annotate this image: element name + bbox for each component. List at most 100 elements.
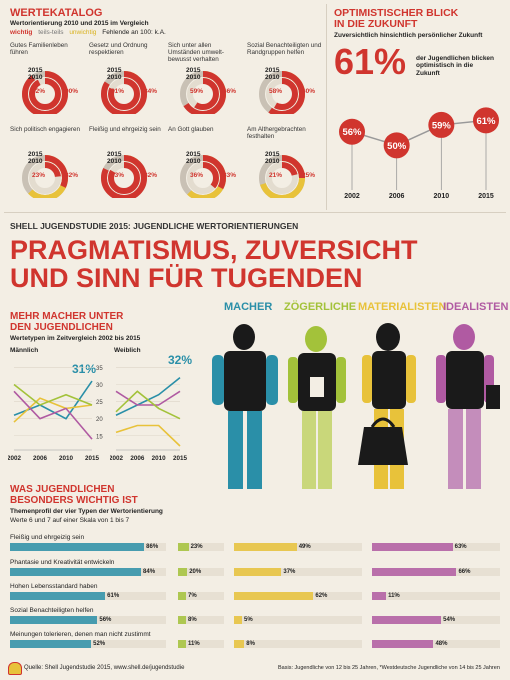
bar [234,640,245,648]
optimism-x-tick: 2015 [478,193,494,200]
wert-value-2015: 25% [302,172,316,179]
wert-year-b: 2010 [265,157,280,165]
bar [372,592,387,600]
wert-label: An Gott glauben [168,126,214,133]
legend-wichtig: wichtig [10,29,33,36]
bar [10,616,98,624]
optimism-x-tick: 2006 [389,193,405,200]
optimism-point [428,111,455,138]
wert-donut [259,155,305,198]
types-x-tick: 2015 [85,455,100,462]
bar-value-label: 11% [388,593,400,599]
donut-wichtig-2010 [266,78,298,110]
materialisten-figure [358,323,416,489]
wert-years: 2015 2010 [186,151,201,166]
wert-donut [101,155,147,198]
donut-wichtig-2010 [108,162,140,194]
optimismus-big-text: der Jugendlichen blicken optimistisch in… [416,55,495,77]
figures-illustration [212,323,500,489]
wert-year-b: 2010 [28,73,43,81]
types-x-tick: 2002 [110,455,123,462]
types-x-tick: 2006 [130,455,145,462]
wert-value-2010: 23% [32,172,46,179]
wert-donut [180,155,226,198]
donut-wichtig-2015 [180,155,226,198]
bar-value-label: 52% [93,641,106,647]
types-x-tick: 2002 [8,455,21,462]
bar [372,616,442,624]
female-value: 32% [168,353,193,367]
wert-year-a: 2015 [186,151,201,158]
donut-wichtig-2010 [266,162,298,194]
wert-label: Sich politisch engagieren [10,126,81,133]
wert-card: Sozial Benachteiligten und Randgruppen h… [247,42,322,122]
wichtig-scale: Werte 6 und 7 auf einer Skala von 1 bis … [10,517,130,524]
wertekatalog-subtitle: Wertorientierung 2010 und 2015 im Vergle… [10,20,149,27]
types-series-line [13,383,93,406]
donut-wichtig-2015 [22,71,68,114]
donut-wichtig-2015 [180,71,226,114]
wert-value-2010: 92% [32,88,46,95]
optimismus-title-1: OPTIMISTISCHER BLICK [334,7,459,19]
wert-year-a: 2015 [28,67,43,74]
types-series-line [13,397,93,423]
donut-wichtig-2015 [22,155,68,198]
donut-wichtig-2010 [29,162,61,194]
bar [178,616,186,624]
bar [372,543,453,551]
type-macher: MACHER [224,301,273,313]
wert-card: An Gott glauben 2015 2010 36% 33% [168,126,243,206]
optimism-point [383,132,410,159]
study-title: SHELL JUGENDSTUDIE 2015: JUGENDLICHE WER… [10,221,299,231]
wertekatalog-title: WERTEKATALOG [10,7,103,19]
wert-value-2010: 58% [269,88,283,95]
wichtig-subtitle: Themenprofil der vier Typen der Wertorie… [10,508,163,515]
macher-figure [212,324,278,489]
bar [234,592,314,600]
idealisten-figure [436,324,500,489]
female-line-chart: 2002 2006 2010 2015 [110,367,187,462]
bar-value-label: 63% [454,544,467,550]
bar [372,568,457,576]
bar-track [178,592,224,600]
types-series-line [115,377,181,416]
wert-years: 2015 2010 [265,67,280,82]
optimism-x-tick: 2010 [434,193,450,200]
shell-logo [8,662,22,675]
donut-wichtig-2010 [108,78,140,110]
wichtig-title-2: BESONDERS WICHTIG IST [10,495,138,506]
wert-value-2010: 83% [111,172,125,179]
bar-value-label: 8% [188,617,197,623]
bar-row-label: Phantasie und Kreativität entwickeln [10,559,115,566]
donut-wichtig-2010 [187,78,219,110]
optimismus-subtitle: Zuversichtlich hinsichtlich persönlicher… [334,32,483,39]
wert-card: Am Althergebrachten festhalten 2015 2010 21… [247,126,322,206]
male-value: 31% [72,362,97,376]
bar-value-label: 84% [143,569,156,575]
wert-years: 2015 2010 [107,67,122,82]
bar-row-label: Fleißig und ehrgeizig sein [10,534,85,541]
macher-title-2: DEN JUGENDLICHEN [10,322,113,333]
wert-label: Gesetz und Ordnung respektieren [89,42,148,57]
types-series-line [115,390,181,406]
bar-track [234,640,362,648]
legend-teils: teils-teils [38,29,64,36]
wert-year-b: 2010 [107,73,122,81]
wert-donut [259,71,305,114]
wert-value-2010: 21% [269,172,283,179]
bar-track [178,616,224,624]
wert-year-a: 2015 [265,67,280,74]
wert-label: Am Althergebrachten festhalten [247,126,306,141]
wert-label: Fleißig und ehrgeizig sein [89,126,161,133]
wert-year-a: 2015 [28,151,43,158]
bar [178,640,186,648]
wert-value-2015: 60% [302,88,316,95]
optimism-x-tick: 2002 [344,193,360,200]
wert-year-b: 2010 [186,73,201,81]
bar-row-label: Sozial Benachteiligten helfen [10,607,94,614]
wert-value-2015: 33% [223,172,237,179]
wert-year-b: 2010 [186,157,201,165]
donut-wichtig-2015 [259,155,305,198]
bar-value-label: 49% [298,544,311,550]
